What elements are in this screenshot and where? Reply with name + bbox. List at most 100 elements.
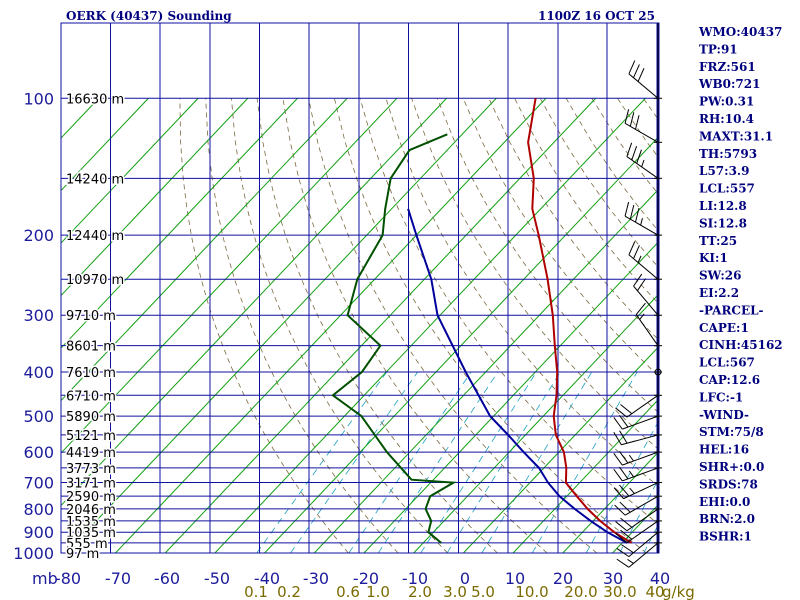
stat-line: BSHR:1: [699, 530, 752, 544]
mixing-ratio-line: [256, 371, 388, 553]
pressure-label: 300: [23, 306, 54, 325]
wind-barb-feather: [615, 407, 628, 418]
dry-adiabat: [591, 98, 659, 196]
dry-adiabat: [231, 98, 448, 553]
height-label: 5121 m: [66, 429, 116, 444]
wind-barb-feather: [628, 241, 636, 255]
isotherm: [463, 345, 659, 553]
mixing-ratio-line: [585, 419, 659, 553]
temperature-tick-label: -20: [353, 569, 379, 588]
wind-barb-shaft: [622, 415, 659, 430]
wind-barb-feather: [620, 529, 633, 540]
stat-line: KI:1: [699, 251, 728, 265]
pressure-label: 1000: [13, 544, 54, 563]
pressure-label: 200: [23, 226, 54, 245]
chart-time: 1100Z 16 OCT 25: [538, 9, 655, 23]
stat-line: SHR+:0.0: [699, 460, 764, 474]
mixing-ratio-label: 40: [645, 583, 664, 600]
stat-line: WMO:40437: [698, 25, 782, 39]
wind-barb-feather: [637, 278, 646, 291]
height-label: 2590 m: [66, 490, 116, 505]
wind-barb-feather: [613, 487, 624, 499]
dry-adiabat: [565, 98, 659, 233]
mixing-ratio-line: [348, 371, 472, 553]
wind-barb-half-feather: [629, 487, 635, 494]
isotherm: [61, 97, 398, 454]
stat-line: BRN:2.0: [699, 512, 755, 526]
height-label: 4419 m: [66, 446, 116, 461]
stat-line: MAXT:31.1: [699, 129, 773, 143]
wind-barb-feather: [633, 245, 640, 259]
isotherm: [61, 97, 447, 507]
dewpoint-line: [331, 133, 457, 544]
height-label: 16630 m: [66, 92, 124, 107]
wind-barb-feather: [618, 450, 629, 464]
height-label: 5890 m: [66, 410, 116, 425]
pressure-label: 400: [23, 363, 54, 382]
wind-barb-shaft: [633, 285, 659, 316]
wind-barb-feather: [618, 466, 629, 480]
wind-barb-feather: [613, 432, 622, 446]
stat-line: TT:25: [699, 234, 737, 248]
wind-barb-feather: [619, 484, 630, 497]
wind-barb-feather: [624, 201, 630, 217]
wind-barb-shaft: [626, 520, 659, 544]
isotherm: [61, 97, 149, 192]
calm-wind-marker: [654, 368, 662, 376]
plot-frame: [60, 22, 660, 554]
height-label: 12440 m: [66, 229, 124, 244]
temperature-tick-label: -40: [254, 569, 280, 588]
isotherm: [363, 240, 659, 553]
wind-barb-feather: [629, 204, 635, 220]
stat-line: CAPE:1: [699, 321, 749, 335]
stat-line: LFC:-1: [699, 390, 743, 404]
isotherm: [264, 135, 659, 553]
wind-barb-shaft: [628, 542, 659, 568]
temperature-tick-label: -10: [402, 569, 428, 588]
isotherm: [65, 97, 497, 553]
wind-barb-feather: [620, 404, 633, 415]
temperature-tick-label: -80: [55, 569, 81, 588]
wind-barb-feather: [619, 501, 631, 513]
pressure-label: 800: [23, 500, 54, 519]
isotherm: [164, 97, 597, 553]
mixing-ratio-line: [481, 371, 593, 553]
mixing-ratio-label: 5.0: [471, 583, 495, 600]
height-label: 555 m: [66, 537, 108, 552]
wind-barb-feather: [636, 149, 642, 164]
wind-barb-shaft: [623, 482, 659, 500]
wind-barb-half-feather: [637, 255, 642, 263]
wind-barb-feather: [620, 517, 633, 528]
pressure-label: 500: [23, 407, 54, 426]
wind-barb-shaft: [624, 215, 659, 236]
stat-line: SRDS:78: [699, 477, 758, 491]
temperature-tick-label: 30: [603, 569, 623, 588]
mb-unit-label: mb: [32, 569, 58, 588]
grid: [60, 22, 660, 554]
wind-barb-shaft: [626, 394, 659, 418]
mixing-ratio-label: 3.0: [443, 583, 467, 600]
wind-barb-feather: [633, 64, 640, 78]
wind-barb-feather: [633, 273, 643, 287]
wind-barb-shaft: [628, 73, 659, 99]
mixing-ratio-label: 0.1: [244, 583, 268, 600]
temperature-tick-label: -70: [105, 569, 131, 588]
data-lines: [331, 98, 633, 544]
wind-barb-shaft: [628, 254, 659, 280]
stat-line: TP:91: [699, 42, 738, 56]
stat-line: EI:2.2: [699, 286, 739, 300]
height-label: 6710 m: [66, 389, 116, 404]
chart-title: OERK (40437) Sounding: [66, 9, 232, 23]
mixing-ratio-label: 2.0: [408, 583, 432, 600]
wind-barb-feather: [626, 142, 633, 157]
wind-barbs: [613, 23, 662, 568]
wind-barb-feather: [613, 468, 623, 482]
mixing-ratio-label: 1.0: [366, 583, 390, 600]
stat-line: -PARCEL-: [699, 303, 764, 317]
wind-barb-shaft: [635, 314, 659, 346]
height-label: 9710 m: [66, 309, 116, 324]
dry-adiabat: [385, 98, 659, 488]
wind-barb-feather: [613, 453, 623, 466]
mixing-ratio-label: 20.0: [564, 583, 597, 600]
